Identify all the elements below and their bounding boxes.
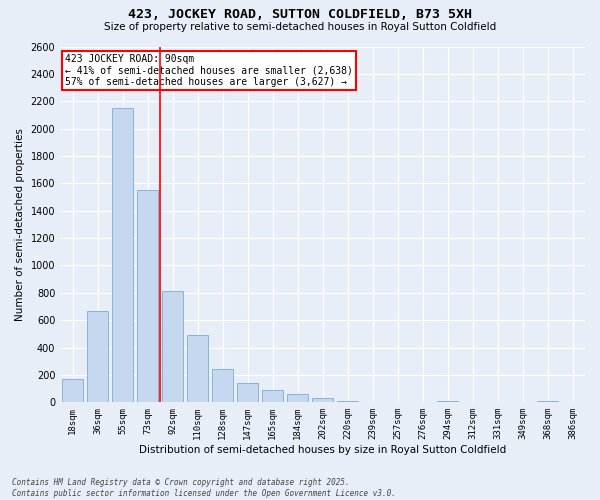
Y-axis label: Number of semi-detached properties: Number of semi-detached properties bbox=[15, 128, 25, 321]
Bar bbox=[337, 401, 358, 402]
Bar bbox=[137, 190, 158, 402]
Text: Size of property relative to semi-detached houses in Royal Sutton Coldfield: Size of property relative to semi-detach… bbox=[104, 22, 496, 32]
Text: 423 JOCKEY ROAD: 90sqm
← 41% of semi-detached houses are smaller (2,638)
57% of : 423 JOCKEY ROAD: 90sqm ← 41% of semi-det… bbox=[65, 54, 353, 87]
X-axis label: Distribution of semi-detached houses by size in Royal Sutton Coldfield: Distribution of semi-detached houses by … bbox=[139, 445, 506, 455]
Bar bbox=[112, 108, 133, 403]
Bar bbox=[87, 310, 108, 402]
Bar bbox=[162, 292, 183, 403]
Bar bbox=[287, 394, 308, 402]
Bar bbox=[187, 336, 208, 402]
Bar bbox=[237, 383, 258, 402]
Bar bbox=[212, 370, 233, 402]
Bar bbox=[437, 401, 458, 402]
Text: 423, JOCKEY ROAD, SUTTON COLDFIELD, B73 5XH: 423, JOCKEY ROAD, SUTTON COLDFIELD, B73 … bbox=[128, 8, 472, 20]
Bar bbox=[62, 379, 83, 402]
Bar bbox=[262, 390, 283, 402]
Bar bbox=[537, 401, 558, 402]
Text: Contains HM Land Registry data © Crown copyright and database right 2025.
Contai: Contains HM Land Registry data © Crown c… bbox=[12, 478, 396, 498]
Bar bbox=[312, 398, 333, 402]
